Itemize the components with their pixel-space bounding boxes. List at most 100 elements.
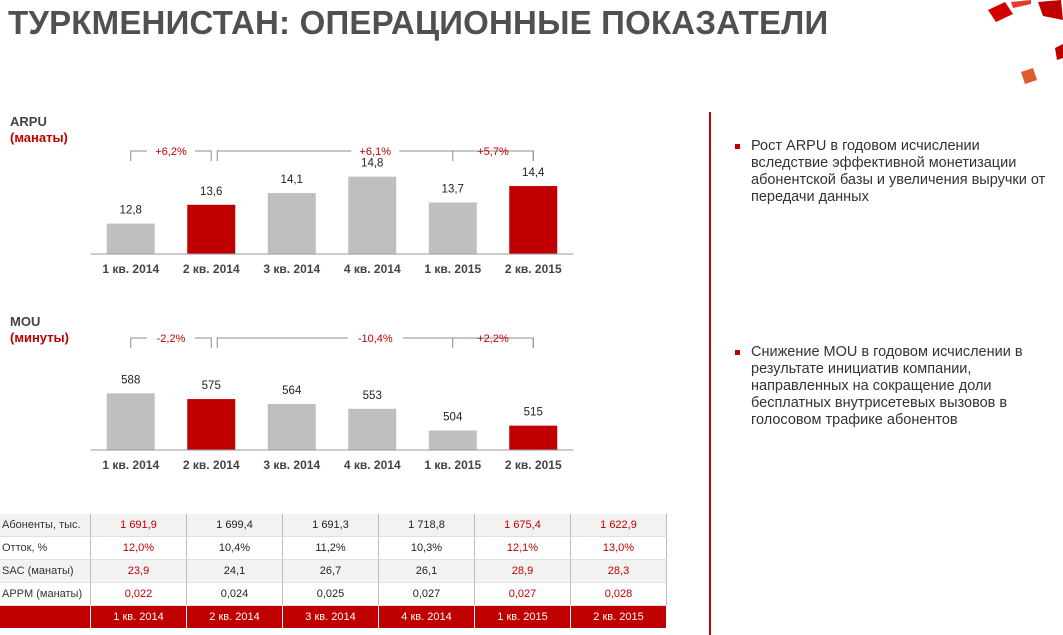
value-label: 504 — [443, 412, 463, 424]
table-cell: 1 699,4 — [186, 514, 283, 537]
table-cell: 12,1% — [474, 536, 571, 560]
bar — [267, 403, 316, 450]
category-label: 1 кв. 2015 — [424, 262, 481, 276]
table-cell: 26,1 — [378, 559, 475, 583]
table-cell: 0,025 — [282, 582, 379, 606]
bullet-square-icon — [735, 144, 740, 149]
growth-bracket: -2,2% — [130, 333, 212, 348]
value-label: 14,8 — [361, 158, 383, 170]
table-cell: 10,4% — [186, 536, 283, 560]
bar — [267, 193, 316, 254]
value-label: 12,8 — [120, 205, 142, 217]
mou-chart-label: MOU (минуты) — [10, 314, 69, 346]
value-label: 14,1 — [281, 174, 303, 186]
column-header: 3 кв. 2014 — [282, 605, 379, 628]
table-row: APPM (манаты) 0,022 0,024 0,025 0,027 0,027 0,… — [0, 582, 667, 606]
table-cell: 0,027 — [378, 582, 475, 606]
value-label: 575 — [202, 380, 221, 392]
category-label: 3 кв. 2014 — [263, 262, 320, 276]
table-cell: 26,7 — [282, 559, 379, 583]
column-header: 4 кв. 2014 — [378, 605, 475, 628]
bar — [428, 430, 477, 450]
bar — [509, 425, 558, 450]
table-cell: 1 718,8 — [378, 514, 475, 537]
bullet-arpu: Рост ARPU в годовом исчислении вследстви… — [735, 138, 1060, 206]
bullet-square-icon — [735, 350, 740, 355]
table-cell: 0,028 — [570, 582, 667, 606]
value-label: 13,6 — [200, 186, 222, 198]
category-label: 4 кв. 2014 — [344, 458, 401, 472]
mou-unit-label: (минуты) — [10, 330, 69, 345]
bar — [187, 399, 236, 450]
mou-label: MOU — [10, 314, 41, 329]
value-label: 588 — [121, 374, 140, 386]
table-row: Отток, % 12,0% 10,4% 11,2% 10,3% 12,1% 13,0% — [0, 536, 667, 560]
header-blank-cell — [0, 605, 91, 628]
table-cell: 0,024 — [186, 582, 283, 606]
arpu-unit-label: (манаты) — [10, 130, 68, 145]
row-label: SAC (манаты) — [0, 559, 91, 583]
table-cell: 0,022 — [90, 582, 187, 606]
category-label: 1 кв. 2014 — [102, 458, 159, 472]
table-cell: 28,9 — [474, 559, 571, 583]
category-label: 4 кв. 2014 — [344, 262, 401, 276]
table-header-row: 1 кв. 2014 2 кв. 2014 3 кв. 2014 4 кв. 2014… — [0, 605, 667, 628]
growth-bracket: +2,2% — [452, 333, 534, 348]
table-cell: 24,1 — [186, 559, 283, 583]
growth-label: +2,2% — [477, 333, 509, 345]
table-cell: 10,3% — [378, 536, 475, 560]
table-cell: 11,2% — [282, 536, 379, 560]
category-label: 1 кв. 2015 — [424, 458, 481, 472]
table-cell: 1 691,9 — [90, 514, 187, 537]
growth-bracket: +6,2% — [130, 146, 212, 161]
bar — [106, 393, 155, 450]
arpu-chart-label: ARPU (манаты) — [10, 114, 68, 146]
kpi-table: Абоненты, тыс. 1 691,9 1 699,4 1 691,3 1 718… — [0, 514, 667, 628]
value-label: 564 — [282, 385, 302, 397]
bar — [348, 408, 397, 450]
page-title: ТУРКМЕНИСТАН: ОПЕРАЦИОННЫЕ ПОКАЗАТЕЛИ — [8, 4, 829, 41]
category-label: 2 кв. 2014 — [183, 262, 240, 276]
vertical-divider — [709, 112, 711, 635]
category-label: 2 кв. 2015 — [505, 262, 562, 276]
growth-label: -10,4% — [358, 333, 393, 345]
bullet-mou: Снижение MOU в годовом исчислении в резу… — [735, 344, 1060, 429]
table-cell: 1 622,9 — [570, 514, 667, 537]
column-header: 1 кв. 2014 — [90, 605, 187, 628]
table-cell: 28,3 — [570, 559, 667, 583]
arpu-label: ARPU — [10, 114, 47, 129]
table-cell: 1 691,3 — [282, 514, 379, 537]
growth-bracket: +5,7% — [452, 146, 534, 161]
bar — [428, 202, 477, 254]
value-label: 14,4 — [522, 167, 545, 179]
value-label: 515 — [524, 407, 543, 419]
growth-label: +6,1% — [360, 146, 392, 158]
table-row: SAC (манаты) 23,9 24,1 26,7 26,1 28,9 28,3 — [0, 559, 667, 583]
table-cell: 13,0% — [570, 536, 667, 560]
value-label: 553 — [363, 390, 382, 402]
column-header: 1 кв. 2015 — [474, 605, 571, 628]
bar — [348, 176, 397, 254]
growth-label: +6,2% — [155, 146, 187, 158]
mou-bar-chart: -2,2% -10,4% +2,2% 588 1 кв. 2014 575 2 кв. 20… — [90, 333, 574, 472]
value-label: 13,7 — [442, 183, 464, 195]
category-label: 2 кв. 2015 — [505, 458, 562, 472]
bar — [509, 186, 558, 254]
bullet-mou-text: Снижение MOU в годовом исчислении в резу… — [751, 344, 1023, 428]
bullet-arpu-text: Рост ARPU в годовом исчислении вследстви… — [751, 138, 1046, 205]
decorative-cubes-icon — [988, 0, 1063, 84]
category-label: 1 кв. 2014 — [102, 262, 159, 276]
category-label: 3 кв. 2014 — [263, 458, 320, 472]
growth-label: +5,7% — [477, 146, 509, 158]
bar — [106, 223, 155, 254]
column-header: 2 кв. 2015 — [570, 605, 667, 628]
table-cell: 12,0% — [90, 536, 187, 560]
row-label: APPM (манаты) — [0, 582, 91, 606]
category-label: 2 кв. 2014 — [183, 458, 240, 472]
arpu-bar-chart: +6,2% +6,1% +5,7% 12,8 1 кв. 2014 13,6 2 кв. 2… — [90, 146, 574, 276]
column-header: 2 кв. 2014 — [186, 605, 283, 628]
table-cell: 1 675,4 — [474, 514, 571, 537]
growth-label: -2,2% — [157, 333, 186, 345]
table-cell: 0,027 — [474, 582, 571, 606]
row-label: Абоненты, тыс. — [0, 514, 91, 537]
